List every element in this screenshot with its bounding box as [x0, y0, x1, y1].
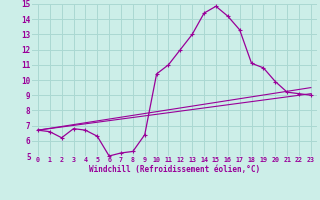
X-axis label: Windchill (Refroidissement éolien,°C): Windchill (Refroidissement éolien,°C): [89, 165, 260, 174]
